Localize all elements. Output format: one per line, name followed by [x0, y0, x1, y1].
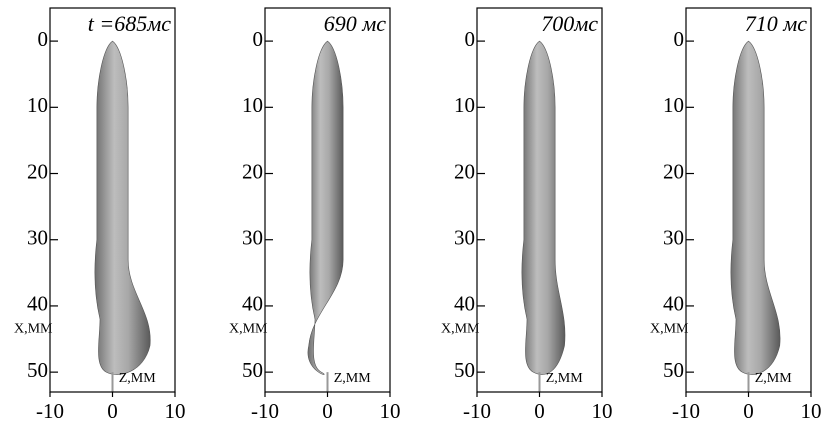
x-tick-label: 0	[743, 399, 754, 423]
y-axis-label: X,ММ	[650, 321, 689, 336]
x-axis-label: Z,ММ	[119, 371, 157, 386]
rendered-surface	[730, 40, 781, 375]
y-tick-label: 50	[663, 358, 684, 382]
panel-title: 690 мс	[324, 11, 387, 36]
x-tick-label: -10	[251, 399, 279, 423]
y-tick-label: 20	[27, 159, 48, 183]
x-tick-label: -10	[463, 399, 491, 423]
y-tick-label: 10	[663, 93, 684, 117]
y-axis-label: X,ММ	[14, 321, 53, 336]
x-tick-label: -10	[36, 399, 64, 423]
x-axis-label: Z,ММ	[755, 371, 793, 386]
x-tick-label: 0	[322, 399, 333, 423]
y-tick-label: 20	[663, 159, 684, 183]
y-tick-label: 40	[242, 292, 263, 316]
y-tick-label: 40	[27, 292, 48, 316]
x-tick-label: 0	[534, 399, 545, 423]
x-tick-label: 10	[801, 399, 821, 423]
y-axis-label: X,ММ	[441, 321, 480, 336]
y-tick-label: 40	[454, 292, 475, 316]
y-tick-label: 20	[242, 159, 263, 183]
y-tick-label: 30	[27, 226, 48, 250]
y-tick-label: 30	[663, 226, 684, 250]
x-tick-label: 10	[380, 399, 401, 423]
y-tick-label: 0	[253, 27, 264, 51]
panel-title: t =685мс	[88, 11, 171, 36]
y-tick-label: 10	[27, 93, 48, 117]
y-tick-label: 0	[38, 27, 49, 51]
rendered-surface	[94, 40, 151, 375]
y-tick-label: 0	[674, 27, 685, 51]
x-tick-label: -10	[672, 399, 700, 423]
y-axis-label: X,ММ	[229, 321, 268, 336]
y-tick-label: 20	[454, 159, 475, 183]
y-tick-label: 50	[27, 358, 48, 382]
rendered-surface	[521, 40, 566, 375]
panel-title: 700мс	[541, 11, 598, 36]
y-tick-label: 10	[242, 93, 263, 117]
x-tick-label: 0	[107, 399, 118, 423]
x-axis-label: Z,ММ	[546, 371, 584, 386]
y-tick-label: 50	[454, 358, 475, 382]
x-axis-label: Z,ММ	[334, 371, 372, 386]
y-tick-label: 30	[454, 226, 475, 250]
x-tick-label: 10	[165, 399, 186, 423]
y-tick-label: 40	[663, 292, 684, 316]
panel-title: 710 мс	[745, 11, 808, 36]
y-tick-label: 10	[454, 93, 475, 117]
y-tick-label: 0	[465, 27, 476, 51]
rendered-surface	[307, 40, 344, 375]
x-tick-label: 10	[592, 399, 613, 423]
y-tick-label: 30	[242, 226, 263, 250]
y-tick-label: 50	[242, 358, 263, 382]
